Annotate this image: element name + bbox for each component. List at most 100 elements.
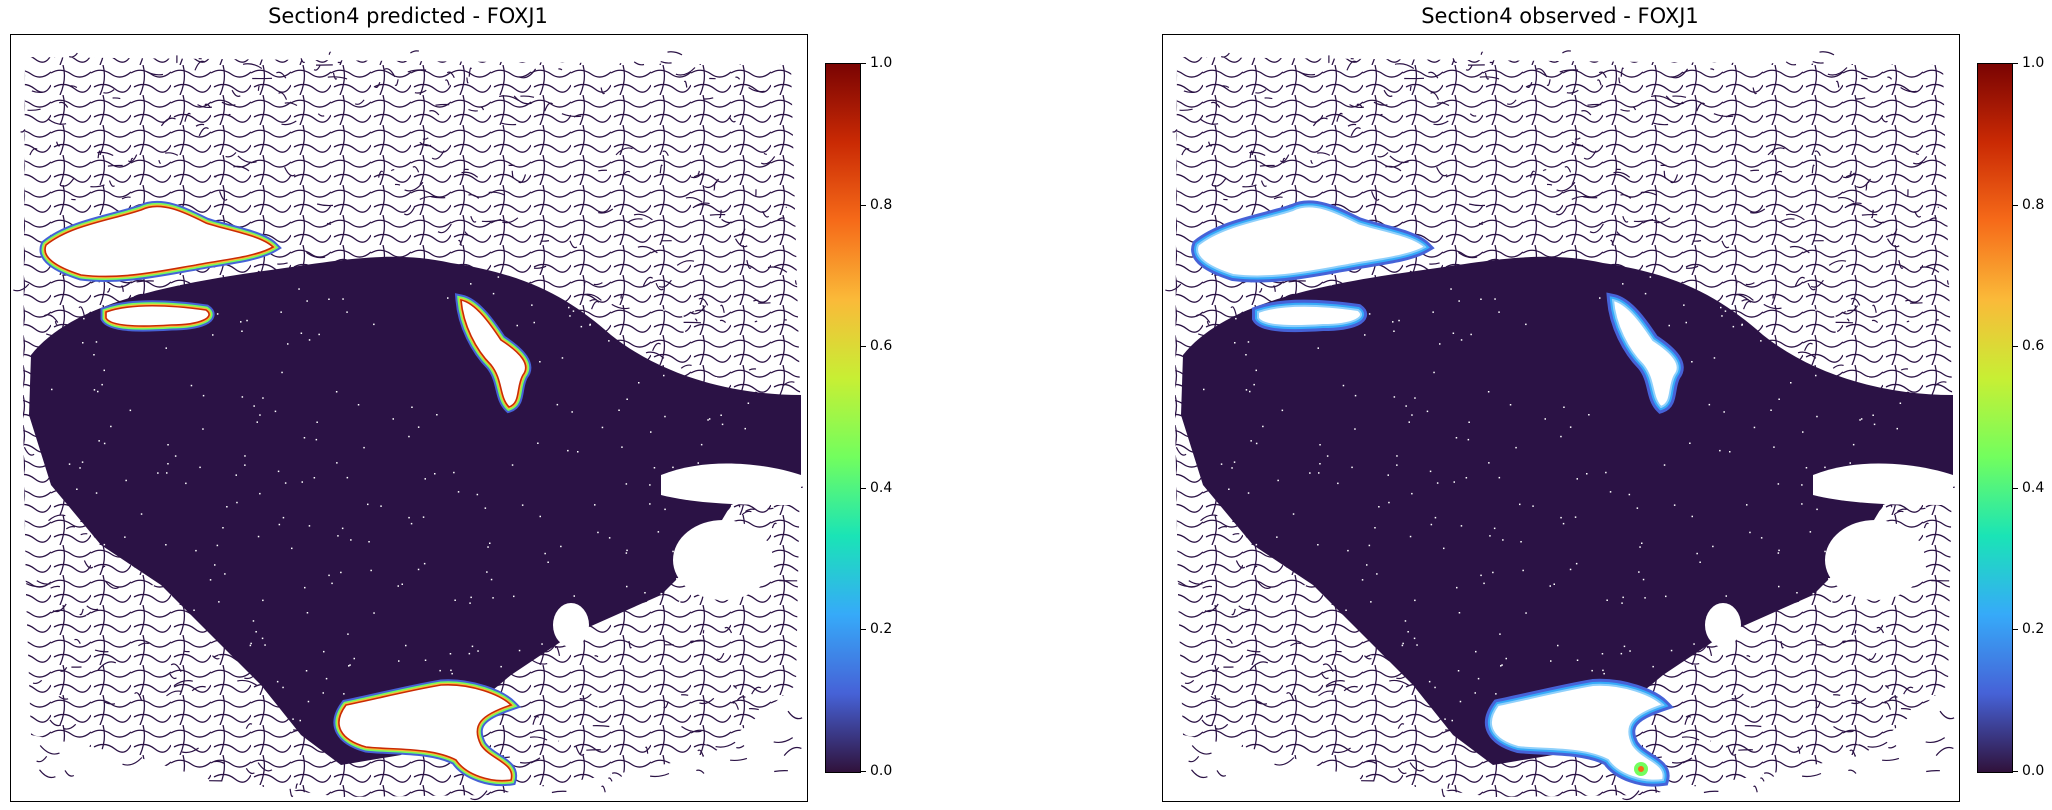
speckle	[719, 687, 722, 690]
speckle	[1398, 319, 1400, 322]
speckle	[216, 721, 219, 724]
speckle	[1841, 496, 1844, 498]
speckle	[411, 406, 413, 408]
speckle	[492, 292, 495, 295]
speckle	[1696, 552, 1698, 555]
colorbar-tick-mark	[860, 205, 866, 206]
speckle	[707, 419, 709, 421]
speckle	[323, 650, 325, 653]
speckle	[82, 687, 85, 690]
speckle	[368, 541, 370, 543]
speckle	[300, 332, 303, 334]
speckle	[1474, 692, 1476, 694]
speckle	[1305, 700, 1307, 703]
speckle	[392, 418, 394, 420]
speckle	[1525, 323, 1527, 326]
speckle	[518, 649, 521, 652]
colorbar-tick-label: 0.0	[870, 763, 893, 779]
speckle	[101, 383, 103, 386]
speckle	[1709, 618, 1711, 620]
speckle	[1809, 531, 1812, 533]
speckle	[1719, 449, 1721, 452]
speckle	[328, 574, 330, 577]
speckle	[527, 740, 529, 743]
speckle	[539, 515, 541, 518]
speckle	[1835, 331, 1838, 334]
speckle	[557, 618, 559, 620]
speckle	[1770, 717, 1772, 720]
speckle	[1824, 550, 1826, 553]
speckle	[750, 549, 752, 551]
speckle	[490, 578, 493, 581]
colorbar-observed	[1977, 63, 2013, 773]
speckle	[235, 474, 237, 476]
speckle	[277, 470, 280, 473]
speckle	[672, 466, 674, 469]
speckle	[249, 644, 252, 647]
speckle	[83, 317, 85, 320]
speckle	[370, 569, 372, 572]
speckle	[1797, 624, 1799, 627]
speckle	[601, 638, 603, 641]
speckle	[103, 543, 106, 546]
speckle	[468, 652, 471, 655]
speckle	[1575, 562, 1578, 565]
speckle	[140, 513, 143, 515]
speckle	[1816, 361, 1818, 363]
speckle	[449, 653, 452, 655]
speckle	[1238, 615, 1240, 617]
speckle	[250, 642, 252, 645]
speckle	[1480, 574, 1482, 577]
speckle	[625, 483, 628, 485]
speckle	[202, 394, 205, 397]
speckle	[1498, 476, 1501, 479]
speckle	[1370, 655, 1372, 657]
speckle	[1773, 446, 1775, 448]
colorbar-tick-mark	[860, 346, 866, 347]
colorbar-tick-mark	[2012, 63, 2018, 64]
speckle	[1489, 535, 1491, 537]
speckle	[1668, 324, 1670, 327]
speckle	[1689, 442, 1691, 444]
speckle	[276, 680, 279, 683]
speckle	[567, 449, 569, 452]
speckle	[1609, 491, 1612, 493]
speckle	[1623, 645, 1626, 648]
speckle	[1235, 317, 1237, 320]
speckle	[1544, 418, 1546, 420]
speckle	[1873, 423, 1876, 426]
speckle	[1760, 537, 1763, 539]
speckle	[628, 334, 630, 336]
speckle	[1712, 545, 1714, 548]
speckle	[171, 733, 173, 736]
speckle	[335, 391, 338, 393]
speckle	[533, 321, 535, 324]
speckle	[1721, 650, 1724, 652]
speckle	[657, 531, 660, 533]
speckle	[1741, 323, 1743, 326]
speckle	[1588, 414, 1590, 416]
speckle	[1683, 693, 1685, 695]
speckle	[1459, 700, 1462, 703]
speckle	[1691, 515, 1693, 518]
speckle	[1220, 463, 1223, 465]
speckle	[1457, 670, 1460, 672]
speckle	[103, 442, 106, 445]
speckle	[744, 427, 746, 430]
chart-title-predicted: Section4 predicted - FOXJ1	[268, 4, 548, 28]
speckle	[1562, 522, 1565, 525]
speckle	[1816, 508, 1818, 511]
speckle	[153, 700, 155, 703]
speckle	[1713, 357, 1716, 359]
speckle	[405, 644, 407, 647]
speckle	[447, 297, 449, 299]
speckle	[1396, 464, 1398, 466]
speckle	[469, 602, 471, 604]
speckle	[1354, 394, 1357, 397]
speckle	[103, 369, 105, 372]
speckle	[1439, 343, 1441, 345]
speckle	[597, 531, 599, 534]
speckle	[1642, 578, 1645, 581]
speckle	[572, 310, 575, 312]
speckle	[1816, 415, 1818, 418]
